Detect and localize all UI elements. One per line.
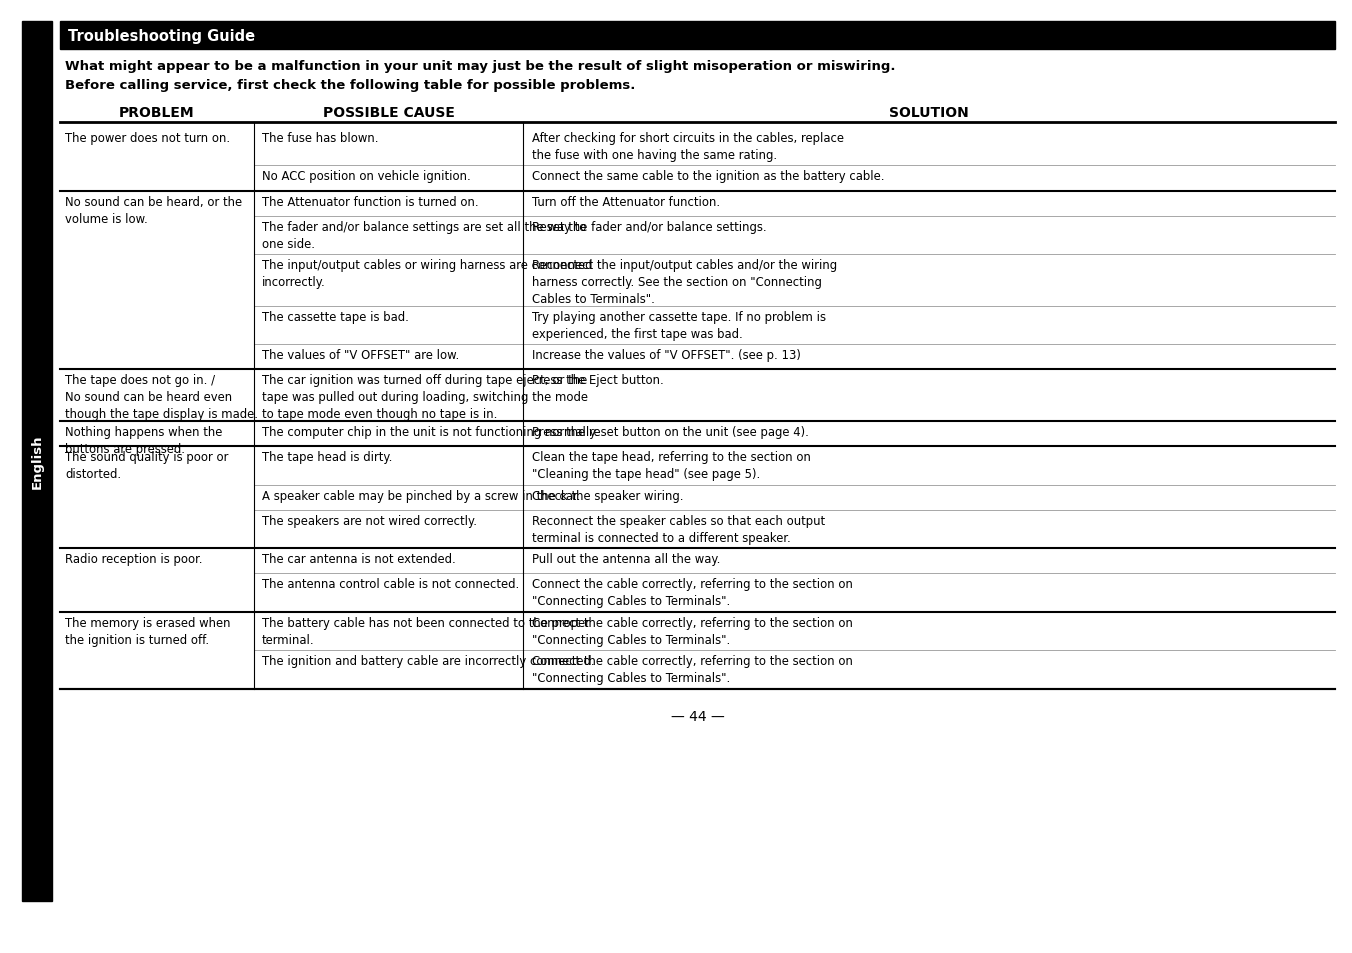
Text: Connect the cable correctly, referring to the section on
"Connecting Cables to T: Connect the cable correctly, referring t… bbox=[531, 578, 853, 608]
Text: PROBLEM: PROBLEM bbox=[119, 106, 195, 120]
Bar bbox=[59, 22, 1334, 50]
Text: SOLUTION: SOLUTION bbox=[890, 106, 969, 120]
Text: Try playing another cassette tape. If no problem is
experienced, the first tape : Try playing another cassette tape. If no… bbox=[531, 311, 826, 340]
Text: No ACC position on vehicle ignition.: No ACC position on vehicle ignition. bbox=[262, 171, 470, 183]
Text: — 44 —: — 44 — bbox=[671, 709, 725, 722]
Text: Reset the fader and/or balance settings.: Reset the fader and/or balance settings. bbox=[531, 220, 767, 233]
Text: The sound quality is poor or
distorted.: The sound quality is poor or distorted. bbox=[65, 451, 228, 480]
Text: The values of "V OFFSET" are low.: The values of "V OFFSET" are low. bbox=[262, 349, 460, 362]
Text: POSSIBLE CAUSE: POSSIBLE CAUSE bbox=[323, 106, 454, 120]
Text: Check the speaker wiring.: Check the speaker wiring. bbox=[531, 489, 684, 502]
Text: The fuse has blown.: The fuse has blown. bbox=[262, 132, 379, 145]
Text: The input/output cables or wiring harness are connected
incorrectly.: The input/output cables or wiring harnes… bbox=[262, 259, 592, 289]
Text: Increase the values of "V OFFSET". (see p. 13): Increase the values of "V OFFSET". (see … bbox=[531, 349, 800, 362]
Text: What might appear to be a malfunction in your unit may just be the result of sli: What might appear to be a malfunction in… bbox=[65, 60, 895, 73]
Text: English: English bbox=[31, 435, 43, 489]
Text: The ignition and battery cable are incorrectly connected.: The ignition and battery cable are incor… bbox=[262, 655, 595, 667]
Text: Before calling service, first check the following table for possible problems.: Before calling service, first check the … bbox=[65, 79, 635, 91]
Text: The tape does not go in. /
No sound can be heard even
though the tape display is: The tape does not go in. / No sound can … bbox=[65, 374, 258, 421]
Text: The antenna control cable is not connected.: The antenna control cable is not connect… bbox=[262, 578, 519, 591]
Text: A speaker cable may be pinched by a screw in the car.: A speaker cable may be pinched by a scre… bbox=[262, 489, 580, 502]
Text: Connect the cable correctly, referring to the section on
"Connecting Cables to T: Connect the cable correctly, referring t… bbox=[531, 617, 853, 646]
Text: Radio reception is poor.: Radio reception is poor. bbox=[65, 553, 203, 566]
Text: The battery cable has not been connected to the proper
terminal.: The battery cable has not been connected… bbox=[262, 617, 589, 646]
Text: The Attenuator function is turned on.: The Attenuator function is turned on. bbox=[262, 195, 479, 209]
Text: The computer chip in the unit is not functioning normally.: The computer chip in the unit is not fun… bbox=[262, 426, 598, 438]
Text: Reconnect the speaker cables so that each output
terminal is connected to a diff: Reconnect the speaker cables so that eac… bbox=[531, 515, 825, 544]
Text: The memory is erased when
the ignition is turned off.: The memory is erased when the ignition i… bbox=[65, 617, 230, 646]
Text: Press the reset button on the unit (see page 4).: Press the reset button on the unit (see … bbox=[531, 426, 808, 438]
Text: Reconnect the input/output cables and/or the wiring
harness correctly. See the s: Reconnect the input/output cables and/or… bbox=[531, 259, 837, 306]
Text: The power does not turn on.: The power does not turn on. bbox=[65, 132, 230, 145]
Text: Clean the tape head, referring to the section on
"Cleaning the tape head" (see p: Clean the tape head, referring to the se… bbox=[531, 451, 811, 480]
Text: Pull out the antenna all the way.: Pull out the antenna all the way. bbox=[531, 553, 721, 566]
Text: The tape head is dirty.: The tape head is dirty. bbox=[262, 451, 392, 464]
Text: After checking for short circuits in the cables, replace
the fuse with one havin: After checking for short circuits in the… bbox=[531, 132, 844, 162]
Text: The speakers are not wired correctly.: The speakers are not wired correctly. bbox=[262, 515, 477, 527]
Bar bbox=[22, 22, 51, 901]
Text: Press the Eject button.: Press the Eject button. bbox=[531, 374, 664, 387]
Text: The car antenna is not extended.: The car antenna is not extended. bbox=[262, 553, 456, 566]
Text: No sound can be heard, or the
volume is low.: No sound can be heard, or the volume is … bbox=[65, 195, 242, 225]
Text: Turn off the Attenuator function.: Turn off the Attenuator function. bbox=[531, 195, 721, 209]
Text: Connect the same cable to the ignition as the battery cable.: Connect the same cable to the ignition a… bbox=[531, 171, 884, 183]
Text: Nothing happens when the
buttons are pressed.: Nothing happens when the buttons are pre… bbox=[65, 426, 222, 456]
Text: The cassette tape is bad.: The cassette tape is bad. bbox=[262, 311, 408, 323]
Text: The car ignition was turned off during tape eject; or the
tape was pulled out du: The car ignition was turned off during t… bbox=[262, 374, 588, 421]
Text: Connect the cable correctly, referring to the section on
"Connecting Cables to T: Connect the cable correctly, referring t… bbox=[531, 655, 853, 684]
Text: Troubleshooting Guide: Troubleshooting Guide bbox=[68, 29, 256, 44]
Text: The fader and/or balance settings are set all the way to
one side.: The fader and/or balance settings are se… bbox=[262, 220, 587, 251]
